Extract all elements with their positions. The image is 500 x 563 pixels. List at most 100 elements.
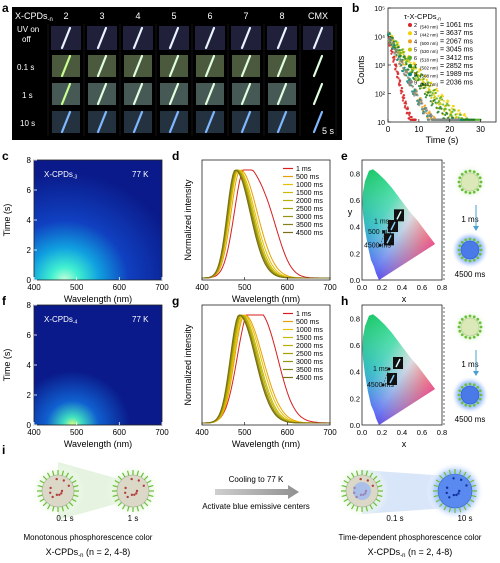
decay-point bbox=[404, 57, 407, 60]
surface-site bbox=[468, 259, 472, 263]
chromaticity-label: 4500 ms bbox=[367, 382, 394, 389]
decay-point bbox=[451, 110, 454, 113]
decay-point bbox=[395, 63, 398, 66]
panel-label-b: b bbox=[352, 1, 359, 15]
decay-point bbox=[455, 115, 458, 119]
surface-site bbox=[478, 244, 482, 248]
surface-ligand bbox=[65, 472, 70, 478]
legend-lifetime-b: = 2036 ms bbox=[440, 79, 473, 86]
surface-site bbox=[460, 401, 464, 405]
surface-ligand bbox=[372, 501, 378, 507]
decay-point bbox=[387, 38, 390, 41]
panel-label-i: i bbox=[2, 443, 5, 457]
surface-site bbox=[476, 256, 480, 260]
decay-point bbox=[390, 38, 394, 41]
x-tick-label: 500 bbox=[238, 283, 252, 292]
surface-ligand bbox=[42, 501, 48, 507]
decay-point bbox=[421, 107, 425, 111]
decay-point bbox=[447, 104, 450, 107]
x-tick-label: 0.8 bbox=[437, 283, 447, 292]
legend-label: 1500 ms bbox=[296, 190, 323, 197]
surface-ligand bbox=[73, 484, 79, 488]
decay-point bbox=[460, 116, 463, 120]
surface-ligand bbox=[469, 479, 475, 484]
sample-tube-glow bbox=[276, 82, 288, 106]
decay-point bbox=[402, 51, 405, 54]
x-tick-label: 0.0 bbox=[357, 283, 367, 292]
surface-site bbox=[457, 393, 461, 397]
surface-ligand bbox=[433, 494, 439, 498]
decay-point bbox=[419, 69, 422, 72]
x-tick-label: 400 bbox=[27, 428, 41, 437]
surface-site bbox=[457, 248, 461, 252]
surface-site bbox=[458, 244, 462, 248]
x-tick-label-b: 10 bbox=[414, 125, 423, 134]
surface-site bbox=[478, 329, 482, 333]
arrow-bottom-text: Activate blue emissive centers bbox=[202, 502, 310, 511]
decay-point bbox=[434, 101, 437, 104]
surface-ligand bbox=[42, 475, 48, 481]
x-tick-label: 500 bbox=[70, 283, 84, 292]
surface-site bbox=[476, 401, 480, 405]
right-time-2: 10 s bbox=[457, 514, 472, 523]
decay-point bbox=[446, 102, 449, 105]
legend-wavelength-b: (518 nm) bbox=[420, 57, 439, 62]
surface-ligand bbox=[469, 498, 475, 503]
decay-point bbox=[430, 81, 433, 84]
decay-point bbox=[437, 100, 441, 103]
decay-point bbox=[409, 61, 412, 64]
panel-i: 0.1 s 1 s Monotonous phosphorescence col… bbox=[8, 456, 494, 559]
decay-point bbox=[414, 66, 418, 69]
decay-point bbox=[410, 84, 413, 87]
surface-site bbox=[457, 180, 461, 184]
legend-label: 1 ms bbox=[296, 166, 312, 173]
decay-point bbox=[405, 69, 408, 72]
core-dot bbox=[366, 479, 369, 482]
legend-label: 1500 ms bbox=[296, 335, 323, 342]
decay-point bbox=[425, 78, 428, 81]
surface-ligand bbox=[365, 470, 369, 476]
legend-label: 1 ms bbox=[296, 311, 312, 318]
decay-point bbox=[414, 118, 417, 121]
decay-point bbox=[388, 41, 391, 45]
x-tick-label: 0.2 bbox=[377, 283, 387, 292]
decay-point bbox=[422, 78, 425, 81]
decay-point bbox=[406, 71, 409, 74]
decay-point bbox=[424, 75, 427, 78]
legend-lifetime-b: = 2067 ms bbox=[440, 38, 473, 45]
x-tick-label: 0.8 bbox=[437, 428, 447, 437]
column-label: 3 bbox=[99, 11, 104, 21]
decay-point bbox=[439, 96, 443, 99]
decay-point bbox=[439, 98, 442, 101]
decay-point bbox=[392, 47, 395, 50]
legend-label: 1000 ms bbox=[296, 327, 323, 334]
decay-point bbox=[404, 102, 408, 105]
chromaticity-point bbox=[382, 230, 386, 234]
core-dot bbox=[455, 493, 458, 497]
surface-ligand bbox=[375, 498, 381, 503]
decay-point bbox=[405, 62, 408, 66]
surface-site bbox=[472, 383, 476, 387]
surface-ligand bbox=[350, 472, 355, 478]
surface-ligand bbox=[65, 504, 70, 510]
surface-ligand bbox=[39, 498, 45, 503]
decay-point bbox=[416, 74, 419, 77]
x-tick-label: 600 bbox=[281, 428, 295, 437]
core-dot bbox=[124, 491, 127, 494]
surface-site bbox=[458, 321, 462, 325]
panel-label-h: h bbox=[341, 294, 348, 308]
decay-point bbox=[431, 84, 434, 87]
decay-point bbox=[401, 90, 404, 93]
legend-label: 3000 ms bbox=[296, 214, 323, 221]
y-axis-label-c: Time (s) bbox=[2, 204, 12, 237]
panel-label-a: a bbox=[2, 1, 9, 15]
y-tick-label: 0 bbox=[27, 421, 32, 430]
legend-label: 4500 ms bbox=[296, 230, 323, 237]
state-illustration-e: 1 ms 4500 ms bbox=[451, 164, 489, 279]
core-dot bbox=[49, 491, 52, 494]
spectrum-line bbox=[202, 314, 330, 424]
decay-point bbox=[417, 100, 420, 103]
surface-site bbox=[478, 397, 482, 401]
